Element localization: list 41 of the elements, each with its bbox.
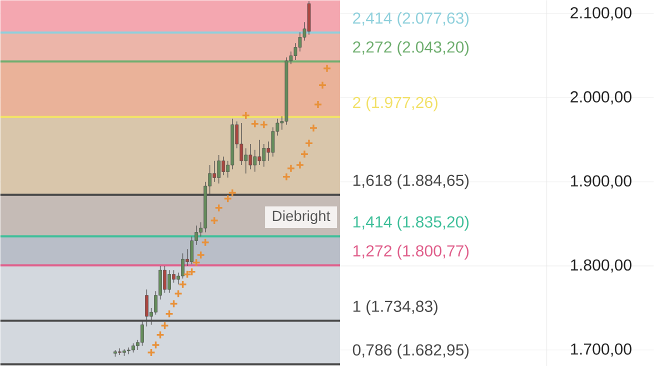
y-tick-label: 2.000,00 xyxy=(570,91,632,104)
point xyxy=(146,348,156,357)
point xyxy=(282,172,291,182)
point xyxy=(164,309,174,318)
ref-line-label: 1,272 (1.800,77) xyxy=(353,244,469,260)
point xyxy=(260,120,268,129)
point xyxy=(296,160,304,170)
annotation: Diebright xyxy=(272,210,330,224)
point xyxy=(187,267,196,276)
ref-line-label: 2,414 (2.077,63) xyxy=(353,12,469,27)
point xyxy=(160,321,170,330)
ref-line-label: 2,272 (2.043,20) xyxy=(353,40,469,56)
point xyxy=(174,289,183,298)
point xyxy=(300,150,309,158)
ref-line-label: 0,786 (1.682,95) xyxy=(352,344,469,359)
point xyxy=(192,258,201,267)
point xyxy=(151,340,160,350)
ref-line-label: 1 (1.734,83) xyxy=(353,300,438,315)
y-tick-label: 1.700,00 xyxy=(571,343,632,356)
point xyxy=(156,330,165,340)
y-tick-label: 1.900,00 xyxy=(571,175,632,188)
point xyxy=(196,250,206,260)
point xyxy=(182,270,192,279)
point xyxy=(314,100,322,109)
point xyxy=(242,111,250,120)
point xyxy=(318,80,327,90)
y-tick-label: 1.800,00 xyxy=(571,259,632,272)
y-tick-label: 2.100,00 xyxy=(570,7,632,20)
ref-line-label: 1,414 (1.835,20) xyxy=(353,216,469,231)
ref-line-label: 1,618 (1.884,65) xyxy=(353,174,469,190)
point xyxy=(286,164,296,173)
point xyxy=(200,238,210,247)
point xyxy=(169,299,178,308)
point xyxy=(224,194,232,203)
ref-line-label: 2 (1.977,26) xyxy=(353,96,438,112)
point xyxy=(250,119,260,128)
point xyxy=(228,188,237,198)
point xyxy=(309,124,318,132)
point xyxy=(322,64,332,73)
point xyxy=(210,216,219,225)
point xyxy=(304,138,314,148)
